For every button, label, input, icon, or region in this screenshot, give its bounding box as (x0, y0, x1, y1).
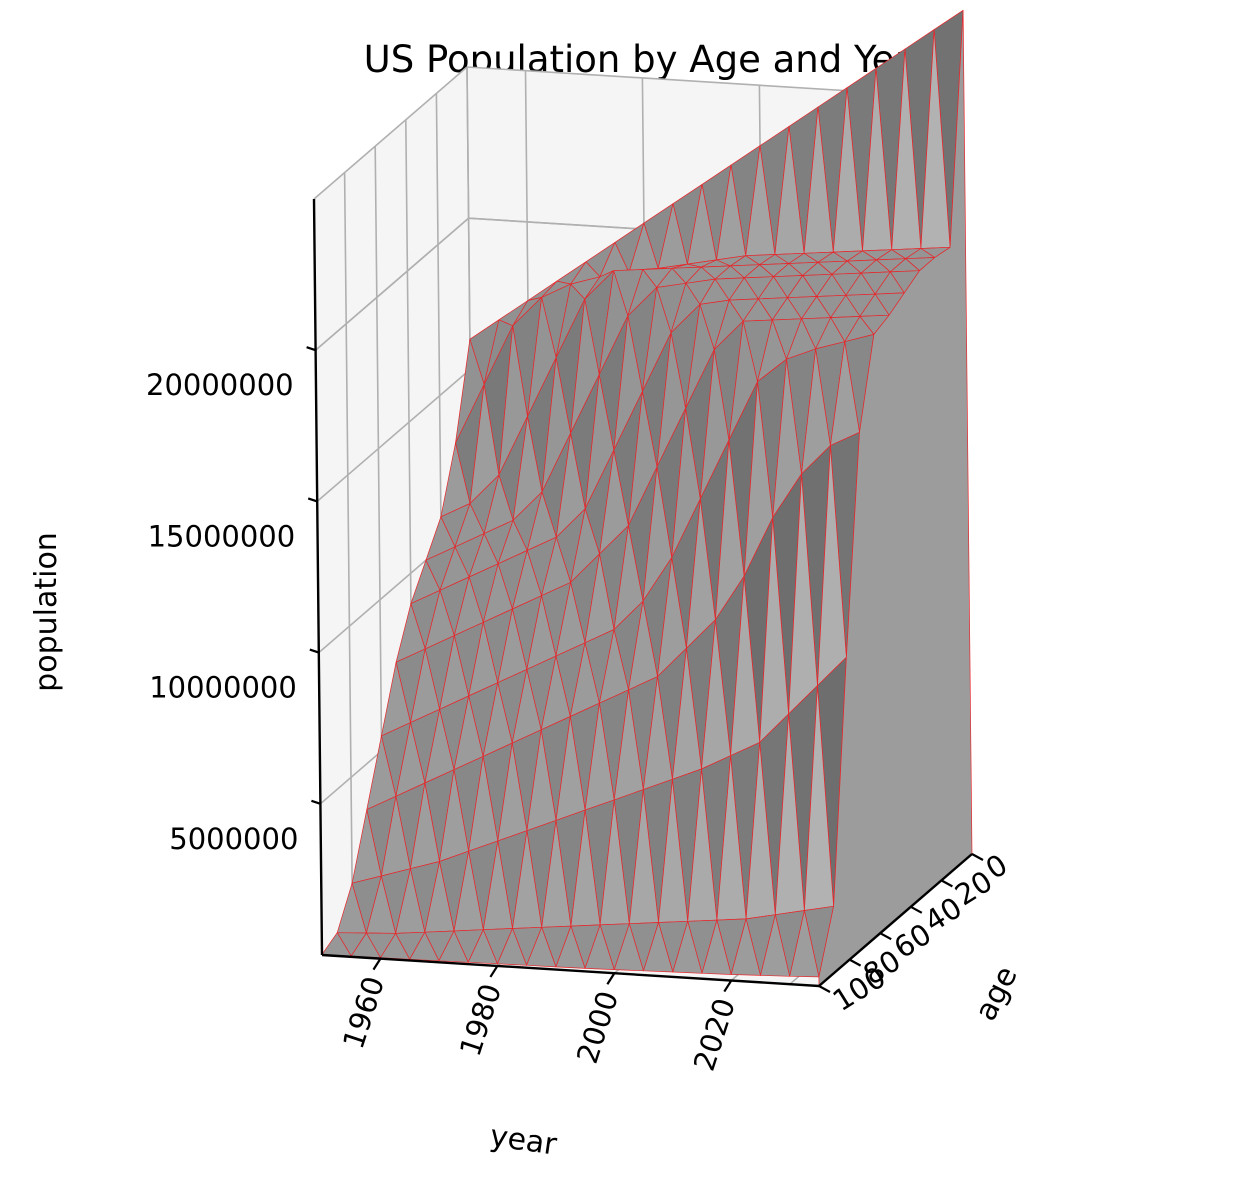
y-axis-label: age (968, 961, 1025, 1027)
gridline-y-left (343, 172, 354, 929)
surface-triangle (584, 924, 615, 970)
surface-triangle (730, 918, 761, 976)
z-tick-mark (309, 648, 320, 654)
x-tick-label: 1980 (453, 980, 508, 1061)
gridline-z-left (316, 368, 471, 503)
z-tick-mark (306, 346, 316, 352)
surface-triangle (613, 923, 644, 972)
surface-triangle (789, 910, 820, 978)
x-axis-line (321, 953, 820, 988)
z-axis-label: population (29, 532, 64, 692)
y-tick-mark (910, 905, 923, 914)
surface-triangle (672, 920, 703, 974)
y-tick-mark (940, 879, 953, 888)
x-tick-mark (723, 979, 733, 993)
surface-triangle (643, 922, 674, 973)
y-tick-mark (971, 853, 984, 861)
surface-triangle (409, 931, 440, 962)
x-tick-mark (489, 965, 499, 978)
x-tick-mark (606, 972, 616, 985)
x-tick-mark (372, 958, 382, 971)
z-tick-label: 20000000 (146, 368, 294, 402)
x-tick-label: 2020 (687, 994, 742, 1075)
surface-triangle (497, 928, 527, 966)
surface-triangle (555, 925, 586, 969)
x-tick-label: 2000 (570, 987, 625, 1068)
surface-mesh (321, 9, 973, 987)
y-axis-line (818, 853, 973, 987)
surface-triangle (467, 929, 498, 965)
z-tick-mark (311, 799, 321, 805)
z-axis-line (312, 198, 324, 956)
pane-top-edge (313, 66, 468, 200)
surface-triangle (438, 930, 469, 963)
surface-triangle (760, 914, 791, 977)
gridline-z-left (315, 217, 470, 351)
y-tick-mark (879, 932, 892, 941)
y-tick-mark (849, 958, 862, 967)
z-tick-label: 15000000 (148, 519, 296, 553)
x-tick-label: 1960 (336, 972, 391, 1053)
z-tick-mark (307, 497, 318, 503)
surface-triangle (526, 926, 557, 968)
z-tick-label: 5000000 (169, 822, 298, 856)
y-tick-mark (818, 985, 831, 993)
axis-lines (312, 198, 973, 988)
x-axis-label: year (488, 1119, 560, 1163)
chart-title: US Population by Age and Year (364, 38, 933, 81)
surface-triangle (701, 919, 732, 975)
z-tick-label: 10000000 (149, 671, 297, 705)
